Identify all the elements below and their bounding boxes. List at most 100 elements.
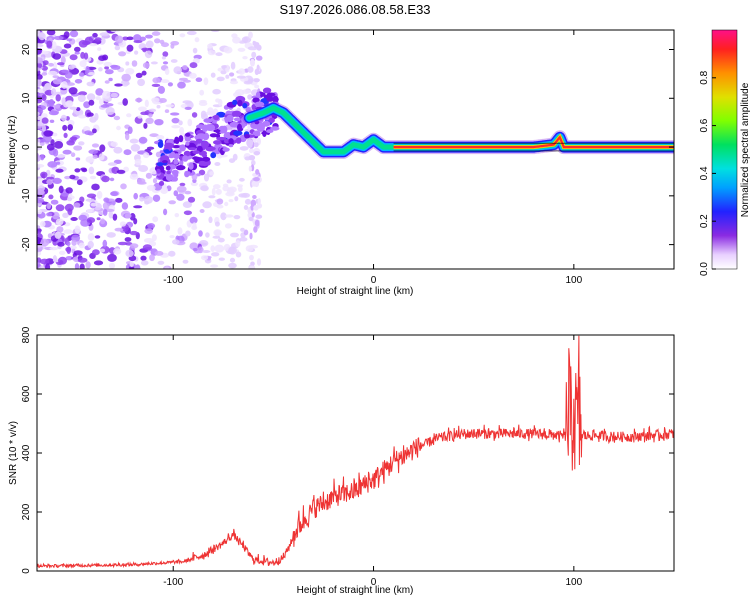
noise-blob xyxy=(145,117,154,125)
noise-blob xyxy=(53,91,63,97)
noise-blob xyxy=(207,50,216,56)
noise-blob xyxy=(78,91,88,96)
spectrogram-ridge xyxy=(242,101,674,159)
noise-blob xyxy=(87,240,94,249)
noise-blob xyxy=(37,67,41,72)
noise-blob xyxy=(77,114,87,119)
noise-blob xyxy=(37,98,43,104)
noise-blob xyxy=(187,118,193,127)
ridge-blob xyxy=(262,87,272,94)
noise-blob xyxy=(37,197,44,204)
noise-blob xyxy=(228,246,237,255)
noise-blob xyxy=(69,245,77,250)
noise-blob xyxy=(54,104,61,109)
noise-blob xyxy=(63,31,70,39)
noise-blob xyxy=(214,244,225,253)
noise-blob xyxy=(133,34,142,42)
noise-blob xyxy=(124,213,132,219)
noise-blob xyxy=(122,98,128,106)
noise-blob xyxy=(233,215,241,220)
noise-blob xyxy=(161,56,166,60)
noise-blob xyxy=(86,112,94,117)
noise-blob xyxy=(176,185,187,193)
noise-blob xyxy=(86,209,93,213)
noise-blob xyxy=(253,151,261,156)
noise-blob xyxy=(138,106,147,112)
noise-blob xyxy=(189,62,198,69)
ridge-blob xyxy=(232,99,238,106)
noise-blob xyxy=(177,81,186,89)
noise-blob xyxy=(184,106,192,110)
noise-blob xyxy=(146,184,156,191)
ridge-blob xyxy=(173,158,179,165)
noise-blob xyxy=(228,262,237,269)
noise-blob xyxy=(246,139,254,147)
noise-blob xyxy=(164,266,170,269)
colorbar-gradient xyxy=(711,29,738,270)
noise-blob xyxy=(110,92,118,98)
ridge-blob xyxy=(188,147,197,151)
noise-blob xyxy=(37,111,40,117)
noise-blob xyxy=(78,214,88,221)
noise-blob xyxy=(74,168,81,173)
noise-blob xyxy=(156,135,165,140)
noise-blob xyxy=(249,254,254,261)
noise-blob xyxy=(224,214,234,218)
noise-blob xyxy=(37,261,41,268)
noise-blob xyxy=(98,153,105,161)
noise-blob xyxy=(242,56,248,60)
noise-blob xyxy=(107,162,118,166)
noise-blob xyxy=(63,43,72,49)
noise-blob xyxy=(52,255,58,263)
noise-blob xyxy=(140,255,147,261)
noise-blob xyxy=(110,141,118,147)
noise-blob xyxy=(208,216,213,224)
noise-blob xyxy=(66,100,74,107)
noise-blob xyxy=(37,153,40,162)
noise-blob xyxy=(137,181,147,185)
noise-blob xyxy=(149,133,159,138)
ridge-blob xyxy=(252,130,261,137)
ridge-blob xyxy=(162,160,168,164)
noise-blob xyxy=(65,82,75,86)
noise-blob xyxy=(255,214,263,219)
noise-blob xyxy=(177,227,183,235)
noise-blob xyxy=(248,148,254,154)
noise-blob xyxy=(235,240,241,248)
noise-blob xyxy=(40,113,48,119)
noise-blob xyxy=(150,61,158,65)
noise-blob xyxy=(41,124,47,132)
noise-blob xyxy=(94,37,102,42)
noise-blob xyxy=(145,172,152,179)
ridge-blob xyxy=(231,110,242,117)
spectrogram-y-label: Frequency (Hz) xyxy=(7,116,18,185)
noise-blob xyxy=(100,104,110,108)
noise-blob xyxy=(143,122,148,129)
noise-blob xyxy=(46,30,56,36)
ridge-blob xyxy=(201,124,209,132)
noise-blob xyxy=(223,46,233,54)
noise-blob xyxy=(149,254,155,262)
noise-blob xyxy=(172,239,180,245)
noise-blob xyxy=(253,205,259,211)
noise-blob xyxy=(39,258,50,265)
noise-blob xyxy=(165,104,175,108)
ridge-blob xyxy=(244,134,251,139)
noise-blob xyxy=(50,199,59,205)
noise-blob xyxy=(91,143,100,148)
noise-blob xyxy=(37,138,42,143)
noise-blob xyxy=(182,65,188,70)
noise-blob xyxy=(87,233,95,241)
ridge-blob xyxy=(255,122,266,131)
noise-blob xyxy=(253,142,259,148)
noise-blob xyxy=(154,38,161,44)
snr-x-ticks: -100 0 100 xyxy=(163,335,583,588)
ridge-blob xyxy=(166,170,171,175)
noise-blob xyxy=(180,104,188,109)
noise-blob xyxy=(100,218,106,225)
noise-blob xyxy=(218,154,228,158)
y-tick-label: -10 xyxy=(21,188,32,203)
noise-blob xyxy=(37,147,42,151)
noise-blob xyxy=(134,158,142,166)
noise-blob xyxy=(199,209,205,213)
